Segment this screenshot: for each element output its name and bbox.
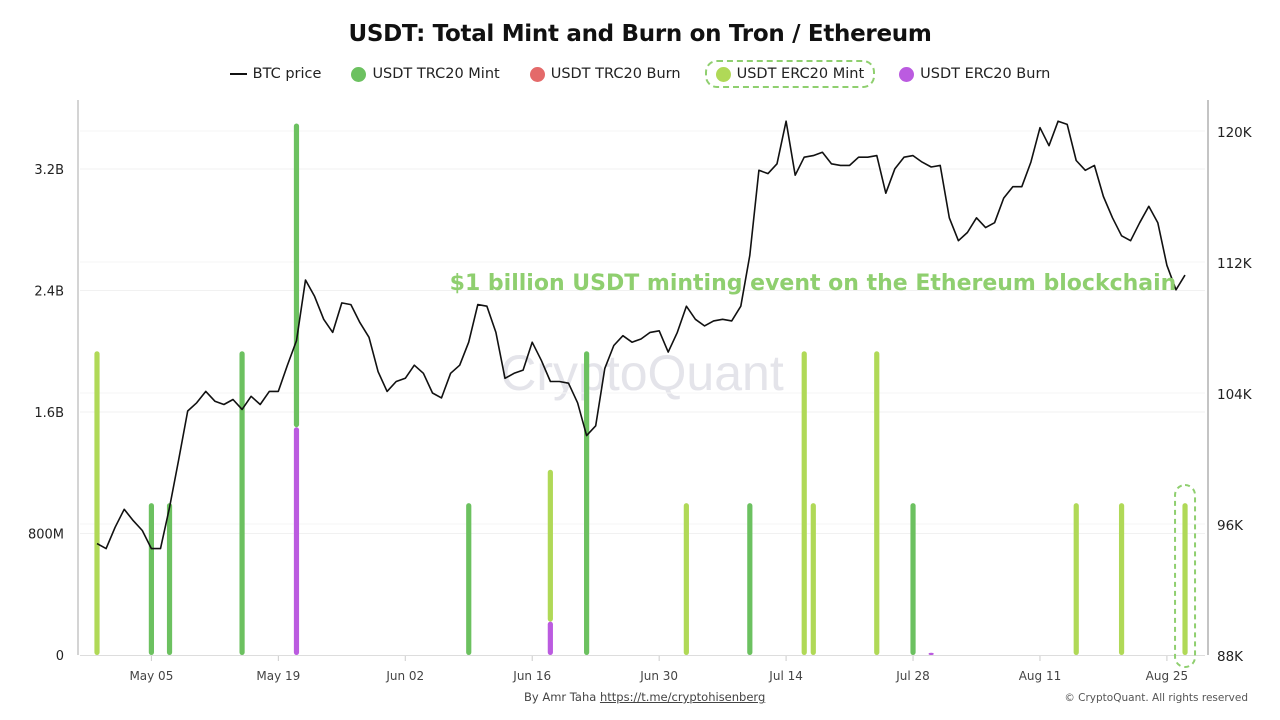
bar-usdt-erc20-burn — [928, 652, 934, 655]
dot-swatch-icon — [529, 66, 545, 82]
btc-price-line — [96, 120, 1186, 550]
y-left-tick-label: 0 — [56, 649, 64, 664]
x-tick-label: May 05 — [129, 669, 173, 683]
y-right-tick-label: 120K — [1217, 125, 1253, 141]
copyright: © CryptoQuant. All rights reserved — [1064, 692, 1248, 704]
legend: BTC price USDT TRC20 Mint USDT TRC20 Bur… — [0, 60, 1280, 88]
x-tick-label: May 19 — [256, 669, 300, 683]
bar-usdt-trc20-mint — [293, 123, 300, 428]
bar-usdt-erc20-mint — [801, 351, 807, 655]
y-right-tick-label: 96K — [1217, 518, 1244, 534]
legend-item-btc-price[interactable]: BTC price — [224, 62, 328, 86]
bar-usdt-erc20-mint — [1118, 503, 1125, 655]
author: By Amr Taha — [524, 690, 597, 704]
x-tick-label: Jul 28 — [895, 669, 930, 683]
bar-usdt-erc20-burn — [293, 427, 300, 655]
y-left-tick-label: 800M — [28, 528, 64, 543]
legend-label: USDT TRC20 Mint — [372, 66, 500, 82]
y-left-tick-label: 2.4B — [34, 285, 64, 300]
legend-label: BTC price — [252, 66, 322, 82]
bar-usdt-erc20-mint — [874, 351, 880, 655]
legend-item-trc20-mint[interactable]: USDT TRC20 Mint — [345, 62, 505, 86]
author-link[interactable]: https://t.me/cryptohisenberg — [599, 690, 766, 704]
bar-usdt-erc20-mint — [547, 469, 553, 622]
x-tick-label: Jun 02 — [385, 669, 424, 683]
footer-credit: By Amr Taha https://t.me/cryptohisenberg — [524, 690, 765, 704]
x-tick-label: Aug 25 — [1146, 669, 1189, 683]
x-tick-label: Jul 14 — [768, 669, 803, 683]
bar-usdt-erc20-burn — [547, 621, 553, 655]
y-left-tick-label: 1.6B — [34, 406, 64, 421]
line-swatch-icon — [229, 73, 247, 75]
x-tick-label: Aug 11 — [1019, 669, 1062, 683]
bar-usdt-trc20-mint — [584, 351, 590, 655]
dot-swatch-icon — [715, 66, 731, 82]
bar-usdt-erc20-mint — [1073, 503, 1079, 655]
bar-usdt-erc20-mint — [1182, 503, 1188, 655]
bar-usdt-trc20-mint — [239, 351, 245, 655]
y-right-tick-label: 104K — [1217, 387, 1253, 403]
legend-item-trc20-burn[interactable]: USDT TRC20 Burn — [524, 62, 687, 86]
dot-swatch-icon — [351, 66, 367, 82]
legend-label: USDT TRC20 Burn — [550, 66, 681, 82]
y-right-tick-label: 88K — [1217, 649, 1244, 665]
legend-item-erc20-burn[interactable]: USDT ERC20 Burn — [893, 62, 1056, 86]
legend-label: USDT ERC20 Mint — [736, 66, 865, 82]
annotation-highlight — [1174, 484, 1197, 668]
bar-usdt-trc20-mint — [166, 503, 173, 655]
bar-usdt-erc20-mint — [683, 503, 689, 655]
annotation-text: $1 billion USDT minting event on the Eth… — [450, 271, 1177, 296]
dot-swatch-icon — [899, 66, 915, 82]
bar-usdt-erc20-mint — [810, 503, 816, 655]
legend-label: USDT ERC20 Burn — [920, 66, 1051, 82]
bar-usdt-trc20-mint — [148, 503, 155, 655]
chart-title: USDT: Total Mint and Burn on Tron / Ethe… — [348, 21, 932, 47]
legend-item-erc20-mint[interactable]: USDT ERC20 Mint — [704, 60, 876, 88]
bar-usdt-trc20-mint — [910, 503, 916, 655]
bar-usdt-trc20-mint — [747, 503, 753, 655]
bar-usdt-trc20-mint — [466, 503, 472, 655]
bar-usdt-erc20-mint — [94, 351, 100, 655]
x-tick-label: Jun 30 — [639, 669, 678, 683]
y-left-tick-label: 3.2B — [34, 163, 64, 178]
y-right-tick-label: 112K — [1217, 256, 1253, 272]
x-tick-label: Jun 16 — [512, 669, 551, 683]
